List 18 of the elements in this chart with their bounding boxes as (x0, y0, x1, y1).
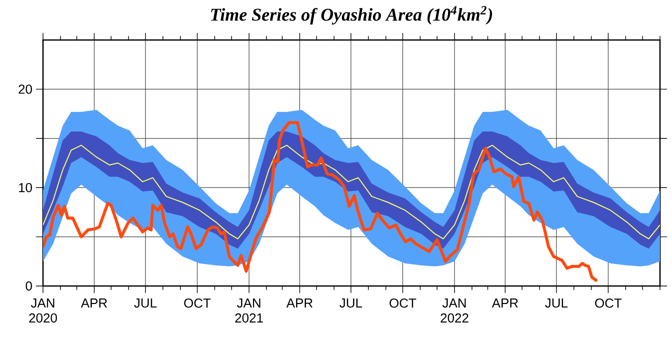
x-tick-label: JUL (340, 298, 362, 308)
x-tick-label: JUL (134, 298, 157, 308)
x-tick-label: OCT (595, 298, 622, 308)
x-tick-label: JUL (545, 298, 568, 308)
x-tick-label: APR (80, 298, 107, 308)
x-tick-label: OCT (184, 298, 211, 308)
line-series (43, 121, 598, 283)
y-tick-label: 10 (19, 182, 32, 192)
chart-title: Time Series of Oyashio Area (10$^{4}$km$^{2}$) (211, 6, 492, 25)
y-tick-label: 0 (26, 281, 32, 291)
x-tick-label: JAN 2021 (235, 298, 263, 323)
y-tick-label: 20 (18, 84, 32, 94)
x-tick-label: JAN 2022 (440, 298, 468, 323)
x-tick-label: OCT (390, 298, 416, 308)
line-series (43, 144, 660, 240)
x-tick-label: JAN 2020 (29, 298, 57, 323)
x-tick-label: APR (286, 298, 312, 308)
x-tick-label: APR (492, 298, 518, 308)
